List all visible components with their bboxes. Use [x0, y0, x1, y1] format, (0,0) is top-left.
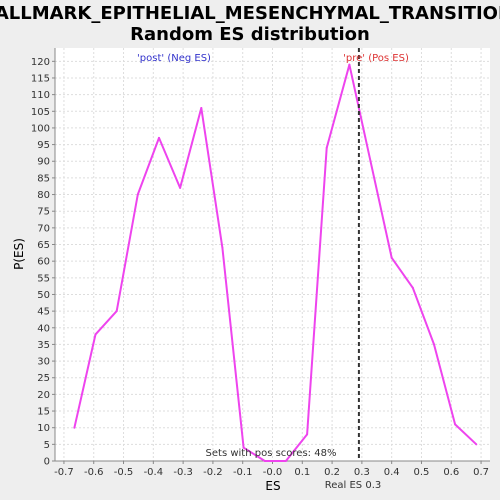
data-point	[369, 160, 372, 163]
y-tick-label: 90	[37, 157, 50, 168]
y-tick-label: 25	[37, 373, 50, 384]
y-tick-label: 95	[37, 140, 50, 151]
y-tick-label: 35	[37, 340, 50, 351]
annotations: 'post' (Neg ES) 'pre' (Pos ES) Sets with p…	[137, 48, 409, 491]
y-tick-label: 65	[37, 240, 50, 251]
y-tick-label: 105	[31, 107, 50, 118]
x-tick-label: 0.6	[443, 467, 459, 478]
x-tick-label: 0.4	[384, 467, 400, 478]
chart-subtitle: Random ES distribution	[130, 24, 370, 45]
x-tick-label: 0.2	[324, 467, 340, 478]
y-tick-label: 120	[31, 57, 50, 68]
data-point	[200, 106, 203, 109]
pos-scores-label: Sets with pos scores: 48%	[206, 448, 337, 459]
y-tick-label: 45	[37, 307, 50, 318]
y-tick-label: 40	[37, 323, 50, 334]
x-tick-label: -0.6	[84, 467, 104, 478]
y-tick-label: 100	[31, 123, 50, 134]
data-point	[390, 256, 393, 259]
data-point	[454, 423, 457, 426]
x-axis-label: ES	[265, 479, 280, 493]
data-point	[263, 460, 266, 462]
x-tick-label: 0.5	[414, 467, 430, 478]
x-tick-label: -0.4	[144, 467, 164, 478]
data-point	[221, 246, 224, 249]
y-tick-label: 15	[37, 407, 50, 418]
ticks: 0 5 10 15 20 25 30 35 40 45 50 55 60 65 70 75 80 85 90 95 10…	[31, 57, 489, 478]
data-point	[475, 443, 478, 446]
data-point	[179, 186, 182, 189]
x-tick-label: -0.1	[233, 467, 253, 478]
grid	[55, 48, 490, 462]
real-es-label: Real ES 0.3	[325, 480, 381, 491]
x-tick-label: -0.3	[173, 467, 193, 478]
data-point	[242, 446, 245, 449]
y-tick-label: 110	[31, 90, 50, 101]
y-tick-label: 20	[37, 390, 50, 401]
pre-pos-es-label: 'pre' (Pos ES)	[343, 53, 409, 64]
x-tick-label: -0.0	[263, 467, 283, 478]
series-layer	[73, 63, 478, 462]
x-tick-label: -0.5	[114, 467, 134, 478]
y-tick-label: 115	[31, 73, 50, 84]
x-tick-label: 0.1	[294, 467, 310, 478]
y-tick-label: 85	[37, 173, 50, 184]
data-point	[115, 310, 118, 313]
x-tick-label: -0.2	[203, 467, 223, 478]
data-point	[136, 193, 139, 196]
x-tick-label: 0.7	[473, 467, 489, 478]
y-tick-label: 10	[37, 423, 50, 434]
y-tick-label: 55	[37, 273, 50, 284]
y-tick-label: 0	[44, 457, 50, 468]
y-tick-label: 80	[37, 190, 50, 201]
series-line	[73, 63, 477, 462]
chart-title: HALLMARK_EPITHELIAL_MESENCHYMAL_TRANSITI…	[0, 3, 500, 24]
data-point	[348, 63, 351, 66]
post-neg-es-label: 'post' (Neg ES)	[137, 53, 211, 64]
y-tick-label: 30	[37, 357, 50, 368]
data-point	[411, 286, 414, 289]
data-point	[325, 146, 328, 149]
x-tick-label: -0.7	[54, 467, 74, 478]
data-point	[432, 343, 435, 346]
y-tick-label: 60	[37, 257, 50, 268]
y-tick-label: 75	[37, 207, 50, 218]
y-tick-label: 50	[37, 290, 50, 301]
data-point	[284, 460, 287, 462]
data-point	[94, 333, 97, 336]
data-point	[306, 433, 309, 436]
y-axis-label: P(ES)	[12, 238, 26, 270]
y-tick-label: 5	[44, 440, 50, 451]
data-point	[73, 426, 76, 429]
y-tick-label: 70	[37, 223, 50, 234]
x-tick-label: 0.3	[354, 467, 370, 478]
data-point	[157, 136, 160, 139]
